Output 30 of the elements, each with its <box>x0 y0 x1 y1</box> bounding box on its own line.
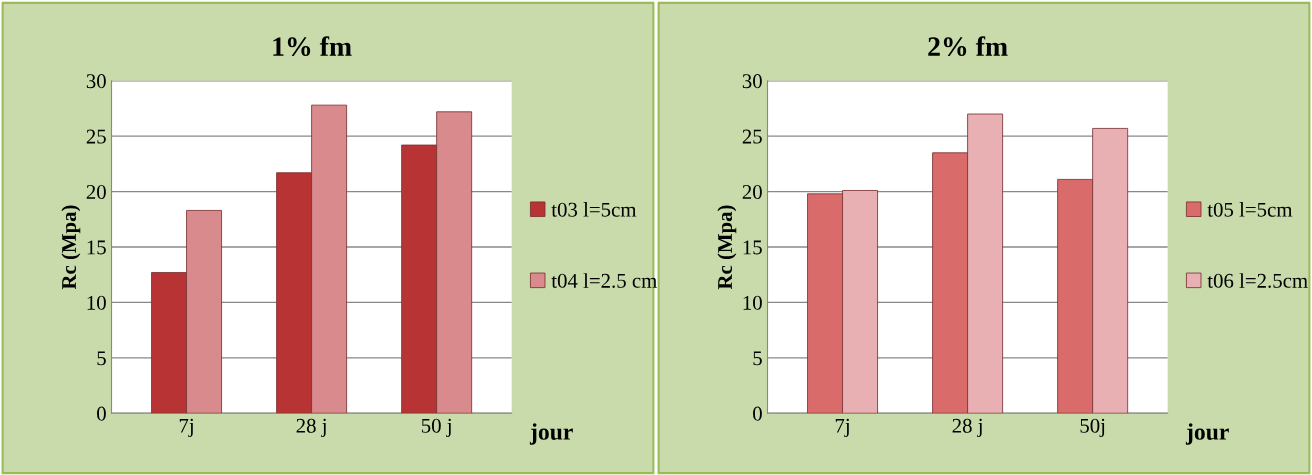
chart-title: 2% fm <box>928 36 1008 57</box>
x-tick-label: 28 j <box>952 418 982 437</box>
x-tick-label: 50j <box>1080 418 1105 437</box>
x-tick-label: 50 j <box>421 418 451 437</box>
y-tick-label: 15 <box>87 240 106 255</box>
y-tick-label: 10 <box>743 295 762 310</box>
y-tick-label: 20 <box>742 184 762 200</box>
y-tick-label: 5 <box>97 351 106 366</box>
y-tick-label: 20 <box>86 184 106 200</box>
x-axis-title: jour <box>529 423 573 445</box>
y-tick-label: 0 <box>753 406 762 421</box>
y-tick-label: 10 <box>87 295 106 310</box>
x-tick-label: 7j <box>835 418 849 437</box>
x-tick-label: 28 j <box>296 418 326 437</box>
chart-title: 1% fm <box>273 36 352 57</box>
y-tick-label: 25 <box>742 129 762 144</box>
y-tick-label: 30 <box>86 74 106 89</box>
y-tick-label: 5 <box>753 351 762 366</box>
legend-label: t04 l=2.5 cm <box>551 273 658 288</box>
legend-label: t03 l=5cm <box>551 202 637 217</box>
x-axis-title: jour <box>1185 423 1229 445</box>
y-tick-label: 15 <box>743 240 762 255</box>
legend-label: t06 l=2.5cm <box>1207 273 1308 288</box>
x-tick-label: 7j <box>179 418 193 437</box>
y-tick-label: 0 <box>97 406 106 421</box>
y-tick-label: 25 <box>86 129 106 144</box>
legend-label: t05 l=5cm <box>1207 202 1293 217</box>
y-axis-title: Rc (Mpa) <box>61 205 81 290</box>
y-tick-label: 30 <box>742 74 762 89</box>
y-axis-title: Rc (Mpa) <box>717 205 737 290</box>
